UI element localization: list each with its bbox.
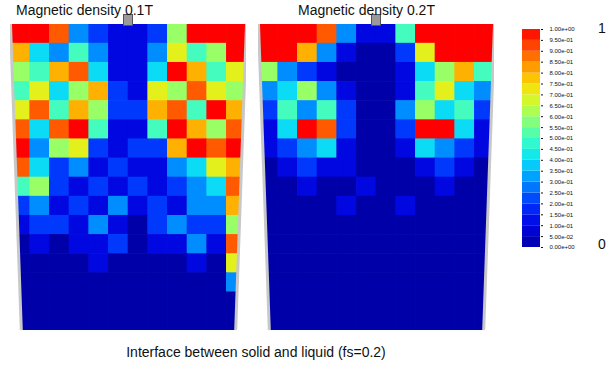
svg-text:7.50e-01: 7.50e-01 bbox=[550, 81, 574, 87]
svg-text:6.50e-01: 6.50e-01 bbox=[550, 103, 574, 109]
svg-text:2.00e-01: 2.00e-01 bbox=[550, 201, 574, 207]
svg-text:0.00e+00: 0.00e+00 bbox=[550, 244, 576, 250]
svg-text:3.50e-01: 3.50e-01 bbox=[550, 168, 574, 174]
svg-text:8.50e-01: 8.50e-01 bbox=[550, 59, 574, 65]
svg-text:3.00e-01: 3.00e-01 bbox=[550, 179, 574, 185]
svg-text:5.00e-01: 5.00e-01 bbox=[550, 135, 574, 141]
svg-text:5.00e-02: 5.00e-02 bbox=[550, 234, 574, 240]
svg-text:4.50e-01: 4.50e-01 bbox=[550, 146, 574, 152]
svg-text:9.50e-01: 9.50e-01 bbox=[550, 37, 574, 43]
html-text:Magnetic density 0.1T: Magnetic density 0.1T bbox=[16, 2, 153, 18]
svg-text:7.00e-01: 7.00e-01 bbox=[550, 92, 574, 98]
svg-text:9.00e-01: 9.00e-01 bbox=[550, 48, 574, 54]
svg-text:4.00e-01: 4.00e-01 bbox=[550, 157, 574, 163]
svg-text:1.50e-01: 1.50e-01 bbox=[550, 212, 574, 218]
html-text:Magnetic density 0.2T: Magnetic density 0.2T bbox=[298, 2, 435, 18]
svg-text:8.00e-01: 8.00e-01 bbox=[550, 70, 574, 76]
svg-text:6.00e-01: 6.00e-01 bbox=[550, 114, 574, 120]
html-text:1: 1 bbox=[598, 20, 606, 36]
svg-text:2.50e-01: 2.50e-01 bbox=[550, 190, 574, 196]
svg-text:5.50e-01: 5.50e-01 bbox=[550, 125, 574, 131]
svg-text:1.00e-01: 1.00e-01 bbox=[550, 223, 574, 229]
html-text:Interface between solid and li: Interface between solid and liquid (fs=0… bbox=[126, 344, 386, 360]
html-text:0: 0 bbox=[598, 236, 606, 252]
svg-text:1.00e+00: 1.00e+00 bbox=[550, 26, 576, 32]
